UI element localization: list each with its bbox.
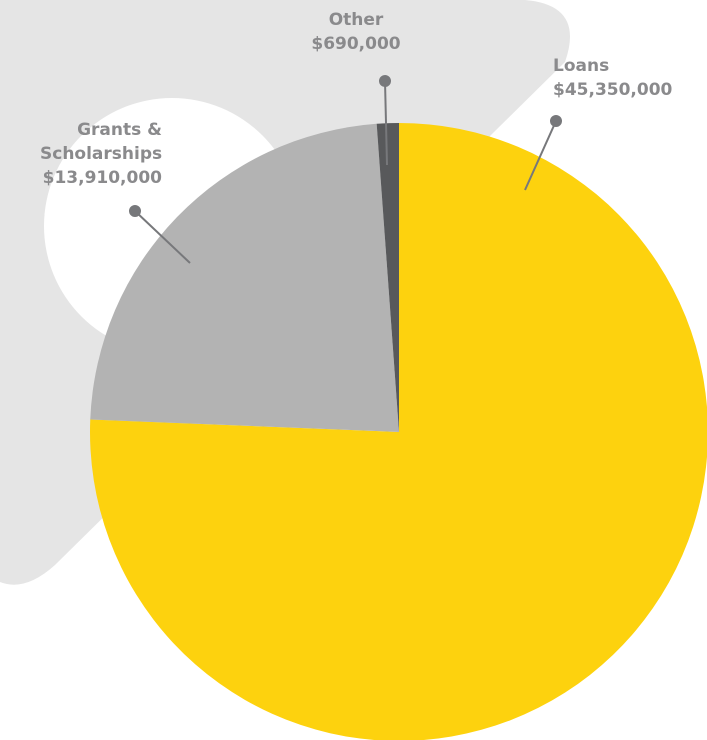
leader-dot [550,115,562,127]
slice-label: Other $690,000 [256,8,456,56]
leader-line [384,80,388,166]
slice-label: Loans $45,350,000 [553,54,672,102]
category-label: Grants & Scholarships [40,120,163,164]
pie [90,123,707,740]
slice-label: Grants & Scholarships $13,910,000 [0,118,162,190]
value-label: $690,000 [311,34,401,54]
leader-line [524,120,557,191]
pie-slice [90,123,400,432]
pie-slice [376,123,399,432]
value-label: $13,910,000 [42,168,162,188]
leader-lines [129,75,562,264]
leader-dot [129,205,141,217]
leader-line [134,210,191,264]
value-label: $45,350,000 [553,80,673,100]
pie-slice [90,123,707,740]
category-label: Other [328,10,384,30]
category-label: Loans [553,56,610,76]
leader-dot [379,75,391,87]
